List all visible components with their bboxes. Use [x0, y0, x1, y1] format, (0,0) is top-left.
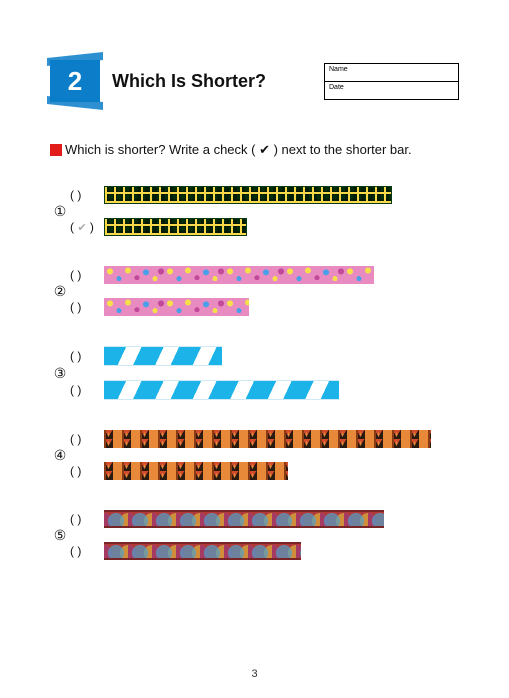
checkbox[interactable]: ( ) [70, 349, 96, 363]
checkbox[interactable]: ( ) [70, 512, 96, 526]
problem: ①( ) ( ✔ ) [50, 186, 459, 236]
checkbox[interactable]: ( ) [70, 432, 96, 446]
bar [104, 266, 374, 284]
bar [104, 186, 392, 204]
bar-row: ( ) [70, 266, 459, 284]
problem-number: ⑤ [50, 527, 70, 544]
bar-row: ( ) [70, 186, 459, 204]
instruction-text: Which is shorter? Write a check ( ✔ ) ne… [65, 142, 412, 158]
problem-number: ④ [50, 447, 70, 464]
bars-column: ( ) ( ) [70, 510, 459, 560]
bar [104, 542, 301, 560]
bar [104, 510, 384, 528]
name-field-label: Name [325, 64, 458, 82]
bar [104, 380, 339, 400]
problems-list: ①( )( ✔ )②( )( )③( )( )④( )( )⑤( )( ) [50, 186, 459, 560]
bar-row: ( ) [70, 298, 459, 316]
bar [104, 346, 222, 366]
page-title: Which Is Shorter? [112, 71, 266, 92]
bar-row: ( ✔ ) [70, 218, 459, 236]
problem: ②( ) ( ) [50, 266, 459, 316]
bars-column: ( ) ( ) [70, 346, 459, 400]
checkbox[interactable]: ( ) [70, 544, 96, 558]
problem: ③( ) ( ) [50, 346, 459, 400]
bars-column: ( ) ( ) [70, 430, 459, 480]
lesson-number: 2 [68, 66, 82, 97]
bar [104, 218, 247, 236]
problem-number: ③ [50, 365, 70, 382]
bar-row: ( ) [70, 462, 459, 480]
bar-row: ( ) [70, 510, 459, 528]
checkbox[interactable]: ( ) [70, 268, 96, 282]
checkbox[interactable]: ( ) [70, 383, 96, 397]
problem-number: ② [50, 283, 70, 300]
page-number: 3 [0, 668, 509, 680]
problem: ⑤( ) ( ) [50, 510, 459, 560]
header: 2 Which Is Shorter? Name Date [50, 60, 459, 102]
bar [104, 430, 431, 448]
name-date-box: Name Date [324, 63, 459, 100]
problem: ④( ) ( ) [50, 430, 459, 480]
bars-column: ( ) ( ✔ ) [70, 186, 459, 236]
lesson-badge: 2 [50, 60, 100, 102]
instruction-marker-icon [50, 144, 62, 156]
checkbox[interactable]: ( ) [70, 188, 96, 202]
checkbox[interactable]: ( ) [70, 300, 96, 314]
bar-row: ( ) [70, 430, 459, 448]
bar [104, 462, 288, 480]
bar-row: ( ) [70, 380, 459, 400]
problem-number: ① [50, 203, 70, 220]
bar-row: ( ) [70, 542, 459, 560]
bar-row: ( ) [70, 346, 459, 366]
date-field-label: Date [325, 82, 458, 99]
bar [104, 298, 249, 316]
checkbox[interactable]: ( ) [70, 464, 96, 478]
bars-column: ( ) ( ) [70, 266, 459, 316]
instruction: Which is shorter? Write a check ( ✔ ) ne… [50, 142, 459, 158]
checkbox[interactable]: ( ✔ ) [70, 220, 96, 234]
